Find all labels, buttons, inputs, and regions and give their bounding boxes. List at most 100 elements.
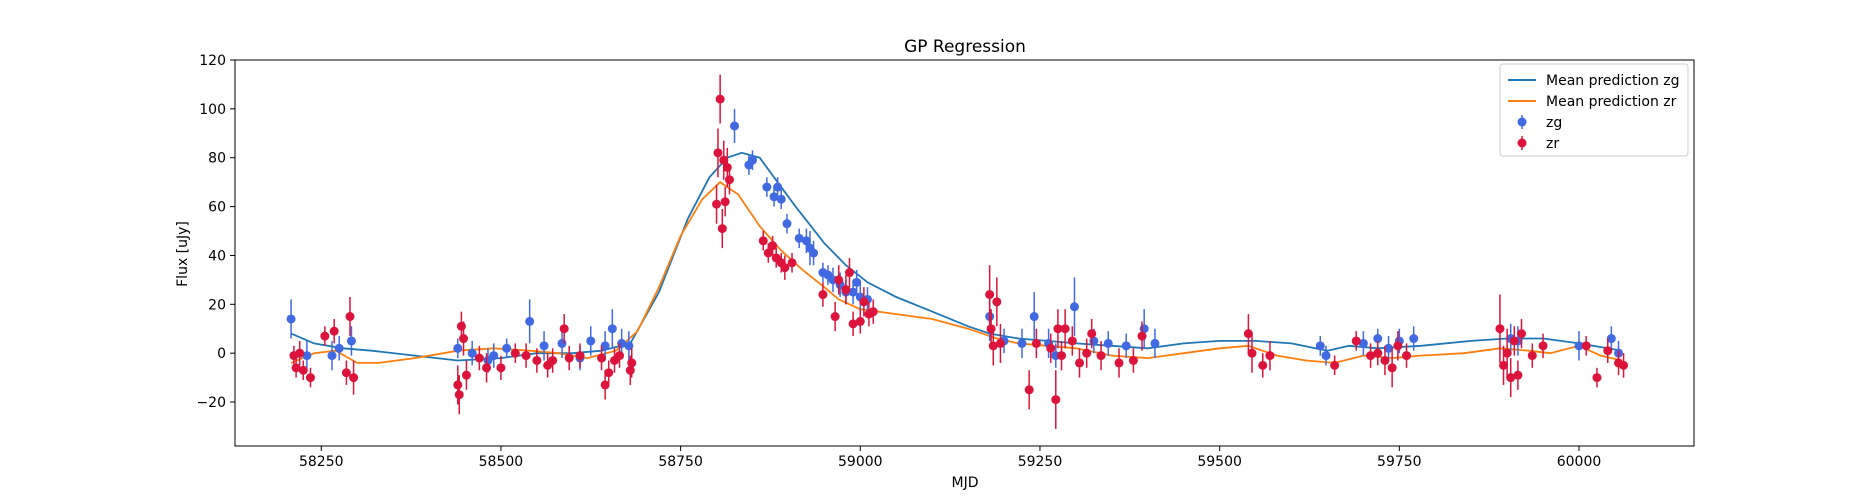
data-point bbox=[1024, 385, 1034, 395]
data-point bbox=[1114, 358, 1124, 368]
data-point bbox=[1351, 336, 1361, 346]
data-point bbox=[548, 355, 558, 365]
data-point bbox=[1057, 351, 1067, 361]
data-point bbox=[461, 370, 471, 380]
data-point bbox=[794, 233, 804, 243]
data-point bbox=[291, 363, 301, 373]
data-point bbox=[482, 363, 492, 373]
data-point bbox=[830, 312, 840, 322]
data-point bbox=[604, 368, 614, 378]
data-point bbox=[1384, 343, 1394, 353]
data-point bbox=[1321, 351, 1331, 361]
legend-label: Mean prediction zr bbox=[1546, 94, 1677, 110]
data-point bbox=[1069, 302, 1079, 312]
data-point bbox=[1502, 348, 1512, 358]
data-point bbox=[719, 155, 729, 165]
data-point bbox=[768, 241, 778, 251]
data-point bbox=[713, 148, 723, 158]
y-tick-label: 120 bbox=[199, 53, 226, 69]
data-point bbox=[1373, 348, 1383, 358]
data-point bbox=[615, 351, 625, 361]
data-point bbox=[575, 351, 585, 361]
data-point bbox=[1581, 341, 1591, 351]
data-point bbox=[597, 353, 607, 363]
data-point bbox=[1527, 351, 1537, 361]
data-point bbox=[722, 162, 732, 172]
data-point bbox=[456, 321, 466, 331]
legend-entry: zg bbox=[1517, 115, 1562, 131]
data-point bbox=[1082, 348, 1092, 358]
data-point bbox=[286, 314, 296, 324]
data-point bbox=[717, 224, 727, 234]
data-point bbox=[1509, 336, 1519, 346]
y-axis-label: Flux [uJy] bbox=[175, 221, 191, 287]
legend-entry: zr bbox=[1517, 136, 1559, 152]
data-point bbox=[1017, 338, 1027, 348]
series-zr bbox=[289, 74, 1629, 429]
data-point bbox=[341, 368, 351, 378]
data-point bbox=[1103, 338, 1113, 348]
data-point bbox=[868, 307, 878, 317]
data-point bbox=[724, 175, 734, 185]
data-point bbox=[1137, 331, 1147, 341]
legend-label: zg bbox=[1546, 115, 1562, 131]
data-point bbox=[988, 341, 998, 351]
data-point bbox=[747, 155, 757, 165]
data-point bbox=[1150, 338, 1160, 348]
data-point bbox=[801, 236, 811, 246]
data-point bbox=[762, 182, 772, 192]
x-tick-label: 58500 bbox=[479, 454, 524, 470]
data-point bbox=[295, 348, 305, 358]
data-point bbox=[1031, 338, 1041, 348]
data-point bbox=[715, 94, 725, 104]
data-point bbox=[1495, 324, 1505, 334]
data-point bbox=[467, 348, 477, 358]
data-point bbox=[532, 355, 542, 365]
chart-title: GP Regression bbox=[904, 37, 1026, 57]
data-point bbox=[1358, 338, 1368, 348]
axes-frame bbox=[234, 59, 1695, 447]
data-point bbox=[1619, 360, 1629, 370]
legend-box bbox=[1499, 63, 1689, 157]
data-point bbox=[600, 380, 610, 390]
data-point bbox=[720, 197, 730, 207]
plot-area bbox=[286, 74, 1629, 429]
y-tick-label: 20 bbox=[208, 297, 226, 313]
data-point bbox=[986, 324, 996, 334]
data-point bbox=[1074, 358, 1084, 368]
x-tick-label: 58750 bbox=[658, 454, 703, 470]
data-point bbox=[787, 258, 797, 268]
data-point bbox=[346, 336, 356, 346]
data-point bbox=[1506, 373, 1516, 383]
x-tick-label: 60000 bbox=[1557, 454, 1602, 470]
data-point bbox=[1606, 334, 1616, 344]
series-zg bbox=[286, 108, 1624, 373]
x-axis-label: MJD bbox=[952, 475, 979, 491]
legend: Mean prediction zg Mean prediction zr zg zr bbox=[1499, 63, 1689, 157]
data-point bbox=[1499, 360, 1509, 370]
data-point bbox=[1087, 329, 1097, 339]
legend-entry: Mean prediction zg bbox=[1508, 73, 1680, 89]
data-point bbox=[1096, 351, 1106, 361]
data-point bbox=[1046, 343, 1056, 353]
legend-swatch bbox=[1517, 117, 1527, 127]
data-point bbox=[453, 380, 463, 390]
data-point bbox=[780, 263, 790, 273]
x-tick-label: 59250 bbox=[1018, 454, 1063, 470]
data-point bbox=[1538, 341, 1548, 351]
data-point bbox=[1513, 370, 1523, 380]
data-point bbox=[525, 316, 535, 326]
data-point bbox=[818, 290, 828, 300]
data-point bbox=[995, 338, 1005, 348]
data-point bbox=[1258, 360, 1268, 370]
data-point bbox=[334, 343, 344, 353]
data-point bbox=[459, 334, 469, 344]
x-tick-label: 59000 bbox=[838, 454, 883, 470]
data-point bbox=[1060, 324, 1070, 334]
data-point bbox=[852, 277, 862, 287]
data-point bbox=[539, 341, 549, 351]
y-tick-label: 40 bbox=[208, 248, 226, 264]
data-point bbox=[1592, 373, 1602, 383]
data-point bbox=[305, 373, 315, 383]
data-point bbox=[1402, 351, 1412, 361]
